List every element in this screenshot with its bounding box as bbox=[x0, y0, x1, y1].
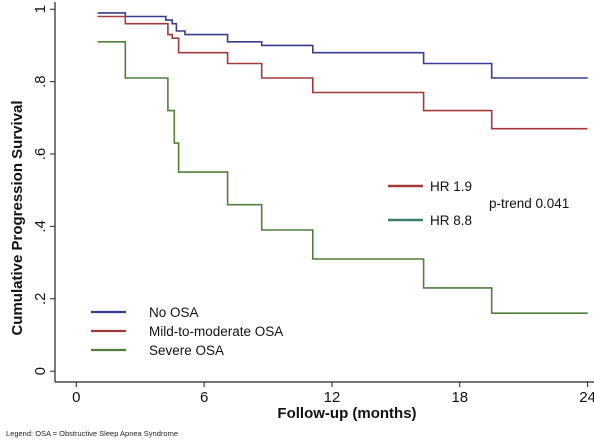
x-tick-label: 12 bbox=[324, 389, 341, 406]
series-line-2 bbox=[97, 15, 588, 130]
y-tick-label: 0 bbox=[32, 367, 49, 375]
y-axis-title: Cumulative Progression Survival bbox=[9, 100, 26, 335]
hr-severe-label: HR 8.8 bbox=[430, 213, 472, 228]
y-tick-label: .6 bbox=[32, 148, 49, 161]
series-line-3 bbox=[97, 41, 588, 314]
y-tick-label: .8 bbox=[32, 75, 49, 88]
x-tick-label: 6 bbox=[200, 389, 208, 406]
legend-label-1: No OSA bbox=[149, 305, 199, 320]
hr-mild-label: HR 1.9 bbox=[430, 179, 472, 194]
x-axis-title: Follow-up (months) bbox=[277, 405, 416, 422]
y-tick-label: .2 bbox=[32, 293, 49, 306]
series-line-1 bbox=[97, 12, 588, 79]
chart-footnote: Legend: OSA = Obstructive Sleep Apnea Sy… bbox=[6, 429, 178, 438]
legend-label-2: Mild-to-moderate OSA bbox=[149, 324, 283, 339]
x-tick-label: 0 bbox=[72, 389, 80, 406]
x-tick-label: 18 bbox=[451, 389, 468, 406]
y-tick-label: 1 bbox=[32, 5, 49, 13]
x-tick-label: 24 bbox=[579, 389, 594, 406]
p-trend-label: p-trend 0.041 bbox=[489, 196, 569, 211]
y-tick-label: .4 bbox=[32, 220, 49, 233]
legend-label-3: Severe OSA bbox=[149, 343, 224, 358]
